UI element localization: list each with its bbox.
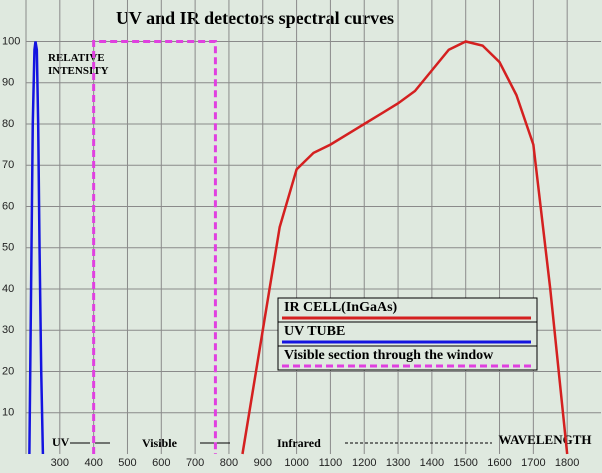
x-tick-label: 1300: [386, 457, 410, 469]
x-tick-label: 1000: [284, 457, 308, 469]
legend-label: IR CELL(InGaAs): [284, 300, 398, 315]
y-tick-label: 40: [2, 283, 14, 295]
y-tick-label: 30: [2, 324, 14, 336]
x-tick-label: 900: [254, 457, 272, 469]
x-tick-label: 1700: [521, 457, 545, 469]
x-tick-label: 600: [152, 457, 170, 469]
x-tick-label: 1400: [420, 457, 444, 469]
y-tick-label: 100: [2, 35, 20, 47]
legend-label: Visible section through the window: [284, 348, 494, 363]
y-tick-label: 20: [2, 365, 14, 377]
y-tick-label: 90: [2, 77, 14, 89]
x-tick-label: 1100: [319, 457, 343, 469]
y-tick-label: 50: [2, 242, 14, 254]
x-tick-label: 400: [84, 457, 102, 469]
y-tick-label: 60: [2, 200, 14, 212]
annotation: Infrared: [277, 436, 321, 450]
annotation: Visible: [142, 436, 178, 450]
x-tick-label: 1200: [352, 457, 376, 469]
y-tick-label: 10: [2, 407, 14, 419]
chart-title: UV and IR detectors spectral curves: [116, 8, 394, 28]
y-tick-label: 70: [2, 159, 14, 171]
series-line: [28, 41, 45, 455]
annotation: UV: [52, 435, 70, 449]
x-tick-label: 1500: [453, 457, 477, 469]
legend-label: UV TUBE: [284, 324, 345, 339]
series-line: [92, 40, 217, 454]
annotations: UV Visible Infrared WAVELENGTH: [52, 432, 591, 450]
series-line: [241, 40, 569, 455]
x-tick-label: 1800: [555, 457, 579, 469]
x-tick-label: 300: [51, 457, 69, 469]
legend-box: [277, 297, 538, 371]
x-tick-label: 500: [118, 457, 136, 469]
x-tick-label: 1600: [487, 457, 511, 469]
x-tick-label: 700: [186, 457, 204, 469]
y-tick-label: 80: [2, 118, 14, 130]
x-tick-label: 800: [220, 457, 238, 469]
x-axis-label: WAVELENGTH: [499, 432, 592, 447]
